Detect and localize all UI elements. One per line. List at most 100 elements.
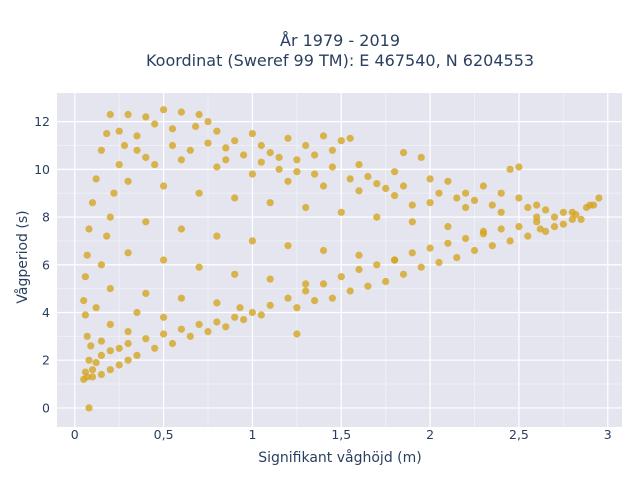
data-point [536, 225, 544, 233]
data-point [160, 106, 168, 114]
data-point [533, 201, 541, 209]
data-point [470, 246, 479, 255]
data-point [453, 254, 461, 262]
data-point [355, 251, 363, 259]
data-point [577, 215, 585, 223]
data-point [231, 313, 239, 321]
data-point [319, 132, 328, 140]
data-point [302, 141, 310, 150]
data-point [328, 146, 336, 154]
data-point [479, 227, 487, 235]
data-point [106, 285, 114, 293]
data-point [417, 153, 425, 161]
data-point [248, 237, 256, 245]
data-point [83, 332, 91, 340]
data-point [160, 256, 168, 264]
x-tick-label: 3 [604, 427, 612, 442]
data-point [293, 168, 301, 176]
data-point [168, 125, 177, 133]
data-point [435, 189, 443, 197]
data-point [506, 237, 514, 245]
data-point [124, 328, 132, 336]
data-point [248, 130, 256, 138]
data-point [497, 225, 505, 233]
data-point [151, 161, 159, 169]
data-point [391, 256, 399, 264]
data-point [408, 249, 416, 257]
data-point [240, 151, 248, 159]
data-point [124, 249, 132, 257]
data-point [275, 165, 283, 173]
data-point [284, 294, 292, 302]
data-point [399, 270, 408, 278]
x-tick-label: 2,5 [509, 427, 529, 442]
data-point [97, 337, 105, 345]
data-point [572, 211, 580, 219]
data-point [346, 287, 354, 295]
data-point [355, 187, 363, 195]
data-point [204, 328, 212, 336]
data-point [120, 141, 129, 150]
x-tick-label: 2 [426, 427, 434, 442]
data-point [488, 201, 496, 209]
data-point [133, 308, 141, 317]
data-point [337, 137, 345, 145]
data-point [355, 161, 363, 169]
data-point [355, 265, 363, 274]
data-point [328, 163, 336, 171]
plot-area [57, 93, 622, 427]
data-point [192, 122, 200, 130]
data-point [515, 194, 523, 202]
data-point [168, 141, 177, 150]
data-point [177, 108, 185, 116]
data-point [399, 149, 408, 157]
data-point [124, 110, 132, 119]
data-point [533, 213, 541, 221]
data-point [133, 351, 141, 359]
data-point [302, 280, 310, 288]
data-point [124, 339, 132, 348]
data-point [115, 127, 123, 135]
data-point [444, 239, 452, 247]
data-point [124, 177, 132, 185]
data-point [92, 359, 100, 367]
data-point [106, 366, 114, 374]
data-point [337, 273, 345, 281]
data-point [426, 199, 434, 207]
data-point [83, 373, 91, 381]
data-point [364, 172, 372, 181]
data-point [319, 280, 328, 288]
data-point [103, 130, 111, 138]
data-point [231, 194, 239, 202]
data-point [213, 299, 221, 307]
data-point [417, 263, 425, 271]
data-point [582, 203, 591, 212]
data-point [177, 225, 185, 233]
data-point [453, 194, 461, 202]
data-point [83, 251, 91, 259]
data-point [257, 158, 265, 166]
data-point [479, 182, 487, 190]
data-point [559, 208, 568, 216]
data-point [266, 149, 274, 157]
data-point [195, 110, 203, 119]
data-point [497, 189, 505, 197]
data-point [284, 177, 292, 185]
data-point [311, 297, 319, 305]
data-point [240, 316, 248, 324]
data-point [328, 294, 336, 302]
data-point [213, 127, 221, 135]
data-point [110, 189, 118, 197]
data-point [97, 370, 105, 379]
data-point [319, 182, 328, 190]
data-point [106, 347, 114, 355]
data-point [195, 189, 203, 197]
data-point [302, 287, 310, 295]
data-point [462, 203, 470, 212]
data-point [275, 153, 283, 161]
data-point [559, 220, 568, 228]
data-point [80, 297, 88, 305]
data-point [550, 223, 559, 231]
